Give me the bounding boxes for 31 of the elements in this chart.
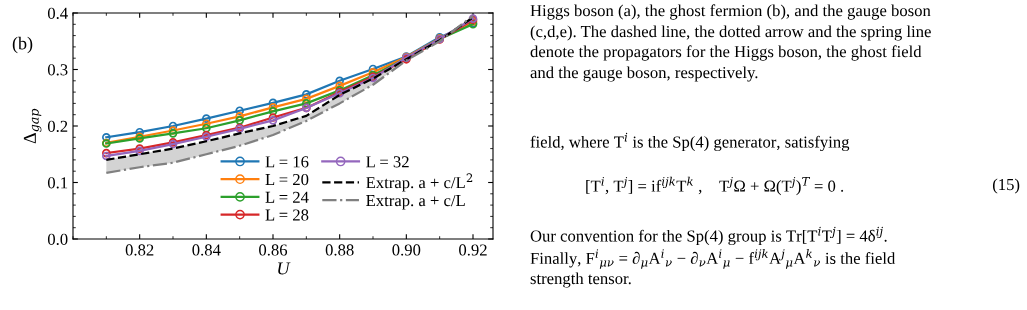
legend-label: L = 28	[265, 209, 309, 221]
x-tick-label: 0.92	[459, 244, 487, 256]
y-tick-label: 0.1	[47, 177, 68, 189]
legend-label: L = 16	[265, 156, 309, 168]
text: (b)	[12, 36, 33, 54]
legend-label: L = 32	[366, 156, 409, 168]
y-tick-label: 0.4	[47, 7, 68, 20]
x-tick-label: 0.86	[259, 244, 288, 256]
text: [T$^{i}$, T$^{j}$] = if$^{ijk}$T$^{k}$ , T$^{j}$Ω + Ω(T$^{j}$)$^{T}$ = 0 .	[586, 176, 844, 196]
text: (c,d,e). The dashed line, the dotted arrow and the spring line	[530, 25, 931, 41]
x-tick-label: 0.90	[392, 244, 421, 256]
legend-label: Extrap. a + c/L$^{2}$	[366, 173, 473, 192]
text: field, where T$^{i}$ is the Sp(4) generator, satisfying	[530, 132, 850, 152]
y-axis-title: Δ$_{gap}$	[23, 108, 42, 144]
y-tick-label: 0.3	[47, 64, 68, 76]
legend-label: Extrap. a + c/L	[366, 195, 465, 210]
y-tick-label: 0.0	[47, 233, 68, 246]
text: Higgs boson (a), the ghost fermion (b), and the gauge boson	[530, 4, 931, 20]
text: Our convention for the Sp(4) group is Tr[T$^{i}$T$^{j}$] = 4δ$^{ij}$.	[530, 226, 887, 246]
legend-label: L = 24	[265, 191, 309, 203]
y-tick-label: 0.2	[47, 120, 68, 133]
text: (15)	[992, 178, 1020, 194]
x-tick-label: 0.84	[192, 244, 221, 256]
x-tick-label: 0.88	[325, 244, 354, 256]
x-tick-label: 0.82	[125, 244, 154, 256]
legend-label: L = 20	[265, 173, 309, 186]
text: Finally, F$^{i}$$_{μν}$ = ∂$_{μ}$A$^{i}$$_{ν}$ − ∂$_{ν}$A$^{i}$$_{μ}$ − f$^{ijk}$A$^{j}$$_{μ}$A$^{k}$$_{ν}$ is the field	[530, 248, 896, 269]
text: strength tensor.	[530, 272, 631, 288]
x-axis-title: U	[278, 262, 291, 275]
text: denote the propagators for the Higgs boson, the ghost field	[530, 45, 922, 61]
text: and the gauge boson, respectively.	[530, 66, 758, 82]
